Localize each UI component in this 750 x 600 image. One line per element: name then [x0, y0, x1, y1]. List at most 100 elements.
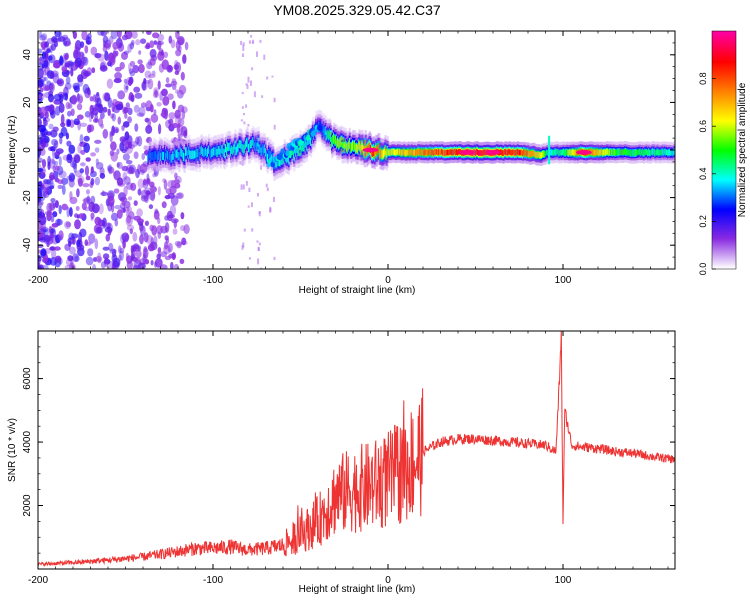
noise-blob — [80, 162, 86, 167]
noise-streak — [242, 184, 245, 190]
colorbar-cell — [712, 263, 736, 266]
noise-blob — [52, 144, 58, 152]
noise-streak — [242, 53, 244, 57]
noise-blob — [119, 247, 125, 254]
noise-blob — [38, 56, 45, 66]
noise-blob — [70, 94, 78, 105]
snr-x-ticks: -200 -100 0 100 — [28, 331, 669, 586]
noise-blob — [63, 54, 69, 61]
noise-blob — [41, 140, 46, 149]
noise-blob — [108, 242, 114, 252]
noise-blob — [48, 123, 54, 130]
noise-blob — [69, 196, 78, 205]
y-tick-label: -40 — [22, 238, 33, 253]
noise-blob — [77, 74, 84, 83]
colorbar-cell — [712, 153, 736, 156]
noise-blob — [132, 231, 138, 242]
noise-blob — [125, 102, 130, 110]
noise-blob — [145, 42, 150, 49]
colorbar-cell — [712, 31, 736, 34]
noise-blob — [101, 190, 105, 197]
noise-streak — [248, 187, 251, 192]
noise-blob — [132, 65, 140, 74]
colorbar-cell — [712, 95, 736, 98]
colorbar-cell — [712, 47, 736, 50]
snr-panel: -200 -100 0 100 2000 4000 6000 Height of stra… — [7, 330, 676, 595]
noise-blob — [138, 50, 142, 55]
noise-blob — [127, 107, 133, 116]
noise-blob — [175, 49, 182, 57]
colorbar-cell — [712, 107, 736, 110]
noise-blob — [123, 78, 128, 84]
noise-blob — [88, 112, 93, 123]
noise-blob — [104, 50, 109, 61]
spectrogram-x-ticks: -200 -100 0 100 — [28, 31, 669, 286]
noise-blob — [58, 156, 62, 167]
colorbar-cell — [712, 101, 736, 104]
noise-blob — [121, 200, 126, 206]
noise-blob — [122, 146, 129, 151]
noise-blob — [51, 248, 57, 260]
noise-blob — [84, 241, 92, 246]
colorbar-cell — [712, 49, 736, 52]
y-tick-label: 6000 — [22, 367, 33, 390]
noise-streak — [252, 153, 255, 158]
noise-blob — [38, 230, 44, 239]
noise-blob — [164, 235, 169, 241]
noise-blob — [176, 241, 182, 249]
noise-blob — [65, 101, 71, 110]
noise-blob — [83, 70, 91, 77]
noise-blob — [94, 256, 103, 263]
noise-blob — [127, 166, 135, 174]
noise-blob — [123, 82, 129, 93]
noise-blob — [57, 218, 61, 226]
colorbar-cell — [712, 251, 736, 254]
ridge-cell — [533, 150, 536, 157]
noise-blob — [176, 192, 184, 200]
noise-streak — [248, 40, 251, 44]
noise-blob — [161, 88, 168, 97]
colorbar-cell — [712, 189, 736, 192]
noise-blob — [117, 116, 122, 125]
noise-streak — [263, 160, 265, 167]
noise-blob — [171, 252, 176, 260]
noise-blob — [151, 225, 158, 236]
noise-blob — [126, 215, 131, 224]
noise-blob — [174, 175, 182, 184]
noise-blob — [38, 197, 42, 203]
colorbar-cell — [712, 207, 736, 210]
ridge-cell — [189, 150, 192, 159]
colorbar-cell — [712, 111, 736, 114]
noise-blob — [74, 213, 79, 218]
noise-blob — [96, 31, 105, 36]
noise-blob — [125, 164, 134, 175]
hot-spot — [485, 150, 501, 155]
noise-blob — [102, 128, 109, 139]
colorbar-cell — [712, 163, 736, 166]
noise-blob — [165, 83, 173, 88]
noise-blob — [86, 124, 92, 134]
colorbar-cell — [712, 127, 736, 130]
noise-blob — [44, 234, 52, 242]
noise-blob — [39, 225, 46, 231]
noise-blob — [161, 59, 169, 70]
noise-blob — [150, 57, 156, 66]
noise-streak — [241, 106, 244, 109]
hot-spot — [576, 150, 592, 155]
colorbar-cell — [712, 139, 736, 142]
ridge-cell — [649, 150, 652, 156]
noise-blob — [106, 53, 115, 64]
spectrogram-xlabel: Height of straight line (km) — [299, 285, 416, 296]
noise-blob — [41, 140, 45, 151]
noise-blob — [177, 133, 183, 138]
noise-blob — [157, 33, 165, 42]
colorbar-cell — [712, 53, 736, 56]
noise-blob — [138, 63, 145, 74]
noise-blob — [72, 31, 77, 39]
noise-blob — [79, 122, 88, 128]
colorbar-frame — [711, 30, 737, 270]
noise-blob — [125, 85, 129, 90]
noise-streak — [259, 39, 262, 43]
noise-blob — [149, 48, 157, 58]
